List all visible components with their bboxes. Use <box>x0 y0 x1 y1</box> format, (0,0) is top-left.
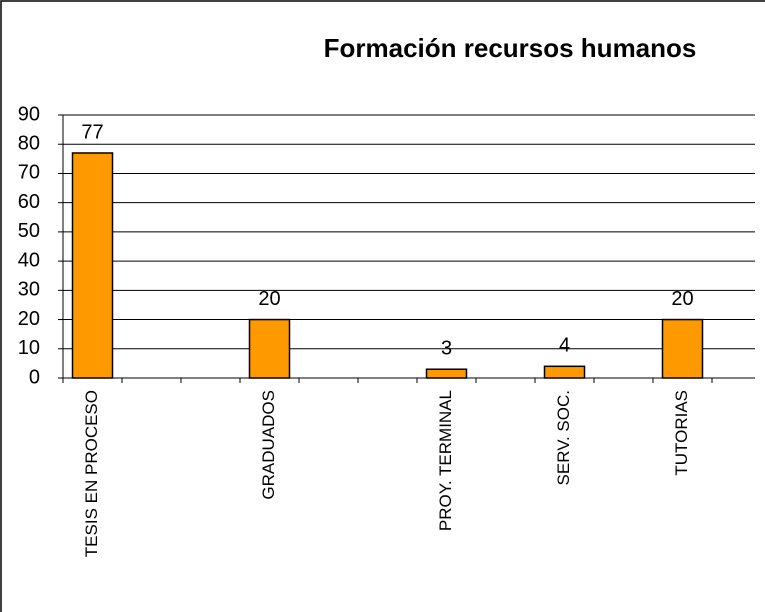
y-tick-label: 0 <box>29 366 40 388</box>
y-tick-label: 90 <box>18 103 40 125</box>
value-label: 3 <box>441 338 452 360</box>
value-label: 77 <box>81 121 103 143</box>
x-tick-label: SERV. SOC. <box>554 390 573 485</box>
x-tick-label: PROY. TERMINAL <box>436 390 455 531</box>
y-tick-label: 10 <box>18 337 40 359</box>
y-tick-label: 70 <box>18 162 40 184</box>
y-tick-label: 80 <box>18 133 40 155</box>
y-tick-label: 40 <box>18 249 40 271</box>
bar <box>248 318 291 379</box>
x-tick-label: GRADUADOS <box>259 390 278 500</box>
y-tick-label: 20 <box>18 308 40 330</box>
bar <box>425 368 468 379</box>
chart-title: Formación recursos humanos <box>324 33 697 63</box>
x-tick-label: TUTORIAS <box>672 390 691 476</box>
y-tick-label: 60 <box>18 191 40 213</box>
bar <box>71 152 114 379</box>
y-tick-label: 30 <box>18 279 40 301</box>
bar <box>661 318 704 379</box>
x-tick-label: TESIS EN PROCESO <box>82 390 101 557</box>
bar <box>543 365 586 379</box>
y-tick-label: 50 <box>18 220 40 242</box>
value-label: 4 <box>559 335 570 357</box>
value-label: 20 <box>671 288 693 310</box>
value-label: 20 <box>258 288 280 310</box>
